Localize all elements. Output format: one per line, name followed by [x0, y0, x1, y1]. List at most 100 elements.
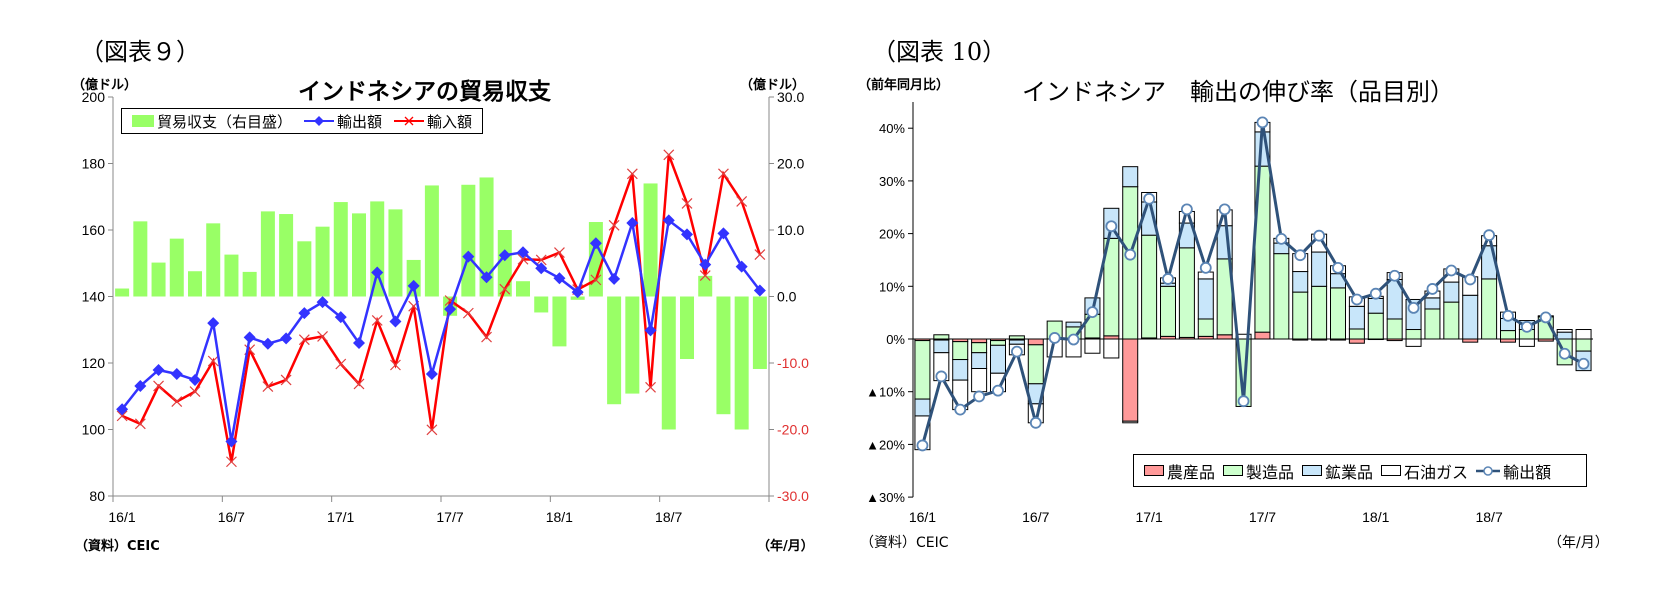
total-exports-marker: [1558, 347, 1571, 360]
x-tick-label: 17/1: [327, 509, 354, 525]
total-exports-marker: [1520, 320, 1533, 333]
legend-label: 製造品: [1246, 462, 1295, 482]
exports-marker: [170, 367, 183, 380]
balance-bar: [151, 262, 166, 297]
manu-bar-segment: [952, 341, 969, 361]
legend-item-imports: 輸入額: [394, 111, 472, 132]
agri-bar-segment: [1348, 338, 1365, 344]
mining-bar-segment: [933, 339, 950, 354]
legend-label: 輸出額: [337, 112, 383, 131]
x-tick-label: 18/1: [546, 509, 573, 525]
exports-marker: [425, 367, 438, 380]
chart1-legend: 貿易収支（右目盛） 輸出額 輸入額: [121, 108, 483, 134]
total-exports-marker: [1162, 273, 1174, 285]
imports-marker: [426, 424, 438, 436]
balance-bar: [115, 288, 130, 297]
x-tick-label: 18/1: [1362, 509, 1389, 525]
oil-bar-segment: [1084, 338, 1101, 354]
exports-marker: [626, 217, 639, 230]
exports-marker: [189, 373, 201, 386]
manu-bar-segment: [1197, 318, 1214, 337]
manu-bar-segment: [1292, 291, 1309, 340]
imports-marker: [280, 374, 292, 386]
total-exports-marker: [1029, 416, 1042, 429]
left-tick-label: 120: [82, 355, 106, 371]
total-exports-marker: [992, 384, 1004, 397]
total-exports-marker: [1294, 249, 1307, 262]
total-exports-marker: [954, 403, 967, 416]
manu-bar-segment: [933, 334, 950, 340]
balance-bar: [716, 296, 731, 415]
legend-label: 石油ガス: [1404, 462, 1469, 482]
total-exports-marker: [1124, 248, 1137, 261]
total-exports-marker: [1199, 261, 1212, 274]
total-exports-marker: [1218, 203, 1231, 216]
oil-bar-segment: [1103, 338, 1120, 359]
left-tick-label: 180: [82, 156, 106, 172]
y-tick-label: 30%: [879, 174, 905, 189]
right-tick-label: 30.0: [777, 89, 804, 105]
legend-item-balance: 貿易収支（右目盛）: [132, 111, 292, 132]
exports-marker: [717, 227, 730, 240]
balance-bar: [188, 271, 202, 297]
exports-marker: [353, 337, 365, 350]
balance-bar: [698, 275, 713, 297]
exports-marker: [371, 266, 384, 279]
left-tick-label: 140: [82, 289, 106, 305]
total-exports-marker: [1048, 332, 1061, 344]
total-exports-marker: [1539, 311, 1552, 324]
exports-marker: [462, 250, 475, 263]
imports-marker: [353, 378, 365, 390]
balance-bar: [424, 185, 439, 297]
exports-marker: [280, 332, 293, 345]
legend-item-total: 輸出額: [1476, 459, 1551, 483]
legend-label: 鉱業品: [1325, 462, 1374, 482]
balance-bar: [315, 226, 330, 297]
x-tick-label: 16/1: [108, 509, 135, 525]
manu-swatch-icon: [1223, 465, 1244, 476]
right-tick-label: -30.0: [777, 488, 809, 504]
total-exports-line: [920, 122, 1585, 446]
exports-line: [121, 218, 761, 442]
legend-item-mining: 鉱業品: [1302, 459, 1373, 483]
manu-bar-segment: [1122, 186, 1139, 340]
balance-bar: [297, 241, 312, 297]
imports-marker: [626, 168, 638, 180]
imports-marker: [481, 331, 492, 343]
exports-marker: [681, 228, 693, 241]
total-exports-marker: [916, 439, 929, 452]
manu-bar-segment: [1424, 308, 1441, 340]
legend-label: 輸入額: [427, 112, 473, 131]
right-tick-label: 0.0: [777, 289, 797, 305]
imports-marker: [608, 219, 620, 231]
chart2-legend: 農産品 製造品 鉱業品 石油ガス 輸出額: [1133, 454, 1587, 487]
exports-marker: [480, 271, 493, 284]
mining-bar-segment: [990, 344, 1006, 374]
balance-bar: [625, 296, 640, 394]
balance-bar: [680, 296, 694, 360]
chart1-xlabel: （年/月）: [757, 539, 814, 554]
manu-bar-segment: [1443, 301, 1460, 340]
balance-bar: [388, 209, 403, 297]
balance-bar: [224, 254, 239, 297]
manu-bar-segment: [971, 342, 988, 354]
exports-marker: [535, 262, 548, 275]
x-tick-label: 17/1: [1135, 509, 1162, 525]
manu-bar-segment: [1575, 338, 1592, 352]
total-exports-marker: [1577, 357, 1590, 370]
total-exports-marker: [1388, 269, 1401, 282]
manu-bar-segment: [1178, 247, 1195, 338]
exports-marker: [571, 286, 584, 299]
exports-marker: [207, 317, 220, 330]
imports-marker: [736, 195, 748, 207]
exports-marker: [389, 315, 402, 328]
balance-bar: [260, 211, 275, 297]
manu-bar-segment: [1481, 278, 1498, 340]
oil-bar-segment: [1518, 338, 1535, 347]
mining-bar-segment: [914, 398, 931, 417]
mining-bar-segment: [1122, 166, 1139, 188]
x-tick-label: 18/7: [655, 509, 682, 525]
x-tick-label: 16/1: [909, 509, 936, 525]
x-tick-label: 17/7: [1249, 509, 1276, 525]
agri-bar-segment: [1122, 338, 1139, 422]
